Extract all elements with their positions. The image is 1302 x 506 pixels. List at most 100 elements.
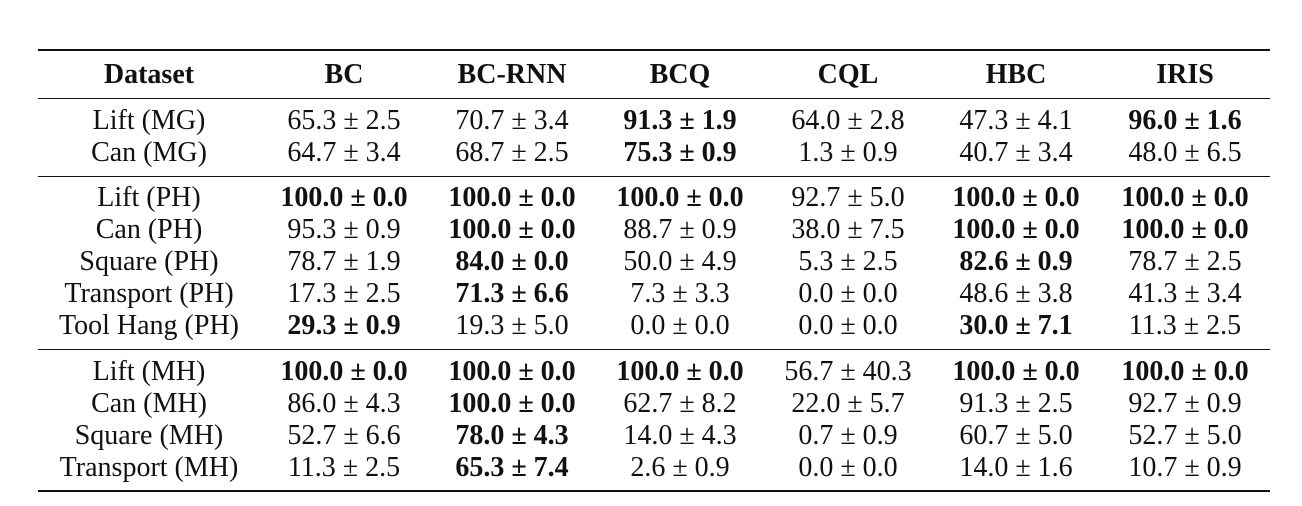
value-cell: 91.3 ± 2.5 xyxy=(959,388,1073,419)
value-cell: 1.3 ± 0.9 xyxy=(798,137,898,168)
table-row-group: Lift (MH) 100.0 ± 0.0 100.0 ± 0.0 100.0 ± 0… xyxy=(38,350,1270,492)
value-cell: 48.6 ± 3.8 xyxy=(959,278,1073,309)
table-row: Lift (MG) 65.3 ± 2.5 70.7 ± 3.4 91.3 ± 1.9 6… xyxy=(38,105,1270,137)
value-cell: 52.7 ± 6.6 xyxy=(287,420,401,451)
value-cell: 0.7 ± 0.9 xyxy=(798,420,898,451)
value-cell: 82.6 ± 0.9 xyxy=(959,246,1073,277)
table-row: Transport (MH) 11.3 ± 2.5 65.3 ± 7.4 2.6 ± … xyxy=(38,452,1270,484)
value-cell: 70.7 ± 3.4 xyxy=(455,105,569,136)
table-row: Square (MH) 52.7 ± 6.6 78.0 ± 4.3 14.0 ± 4.… xyxy=(38,420,1270,452)
value-cell: 86.0 ± 4.3 xyxy=(287,388,401,419)
dataset-cell: Transport (PH) xyxy=(64,278,234,309)
value-cell: 100.0 ± 0.0 xyxy=(1121,182,1249,213)
dataset-cell: Can (MH) xyxy=(91,388,207,419)
value-cell: 14.0 ± 4.3 xyxy=(623,420,737,451)
value-cell: 29.3 ± 0.9 xyxy=(287,310,401,341)
table-row: Can (MH) 86.0 ± 4.3 100.0 ± 0.0 62.7 ± 8.2 2… xyxy=(38,388,1270,420)
value-cell: 17.3 ± 2.5 xyxy=(287,278,401,309)
value-cell: 30.0 ± 7.1 xyxy=(959,310,1073,341)
dataset-cell: Square (MH) xyxy=(74,420,224,451)
value-cell: 100.0 ± 0.0 xyxy=(616,356,744,387)
value-cell: 0.0 ± 0.0 xyxy=(798,278,898,309)
value-cell: 48.0 ± 6.5 xyxy=(1128,137,1242,168)
value-cell: 19.3 ± 5.0 xyxy=(455,310,569,341)
value-cell: 100.0 ± 0.0 xyxy=(952,182,1080,213)
dataset-cell: Transport (MH) xyxy=(59,452,239,483)
value-cell: 0.0 ± 0.0 xyxy=(630,310,730,341)
table-header-row: Dataset BC BC-RNN BCQ CQL HBC IRIS xyxy=(38,51,1270,99)
value-cell: 68.7 ± 2.5 xyxy=(455,137,569,168)
value-cell: 100.0 ± 0.0 xyxy=(280,356,408,387)
method-column-header: CQL xyxy=(817,59,879,90)
value-cell: 52.7 ± 5.0 xyxy=(1128,420,1242,451)
table-row: Square (PH) 78.7 ± 1.9 84.0 ± 0.0 50.0 ± 4.… xyxy=(38,246,1270,278)
value-cell: 40.7 ± 3.4 xyxy=(959,137,1073,168)
value-cell: 84.0 ± 0.0 xyxy=(455,246,569,277)
dataset-cell: Can (PH) xyxy=(95,214,203,245)
value-cell: 47.3 ± 4.1 xyxy=(959,105,1073,136)
value-cell: 56.7 ± 40.3 xyxy=(784,356,912,387)
value-cell: 91.3 ± 1.9 xyxy=(623,105,737,136)
method-column-header: BCQ xyxy=(649,59,711,90)
value-cell: 100.0 ± 0.0 xyxy=(448,388,576,419)
value-cell: 95.3 ± 0.9 xyxy=(287,214,401,245)
table-row: Can (MG) 64.7 ± 3.4 68.7 ± 2.5 75.3 ± 0.9 1.… xyxy=(38,137,1270,169)
value-cell: 62.7 ± 8.2 xyxy=(623,388,737,419)
table-row: Transport (PH) 17.3 ± 2.5 71.3 ± 6.6 7.3 ± … xyxy=(38,278,1270,310)
value-cell: 78.7 ± 2.5 xyxy=(1128,246,1242,277)
value-cell: 100.0 ± 0.0 xyxy=(448,182,576,213)
table-row-group: Lift (MG) 65.3 ± 2.5 70.7 ± 3.4 91.3 ± 1.9 6… xyxy=(38,99,1270,177)
method-column-header: BC xyxy=(324,59,364,90)
value-cell: 10.7 ± 0.9 xyxy=(1128,452,1242,483)
dataset-column-header: Dataset xyxy=(103,59,195,90)
value-cell: 11.3 ± 2.5 xyxy=(1128,310,1242,341)
table-row: Lift (PH) 100.0 ± 0.0 100.0 ± 0.0 100.0 ± 0… xyxy=(38,182,1270,214)
value-cell: 50.0 ± 4.9 xyxy=(623,246,737,277)
dataset-cell: Can (MG) xyxy=(91,137,207,168)
value-cell: 41.3 ± 3.4 xyxy=(1128,278,1242,309)
value-cell: 22.0 ± 5.7 xyxy=(791,388,905,419)
dataset-cell: Lift (MH) xyxy=(92,356,206,387)
table-row: Lift (MH) 100.0 ± 0.0 100.0 ± 0.0 100.0 ± 0… xyxy=(38,356,1270,388)
method-column-header: HBC xyxy=(985,59,1047,90)
value-cell: 5.3 ± 2.5 xyxy=(798,246,898,277)
value-cell: 78.0 ± 4.3 xyxy=(455,420,569,451)
value-cell: 88.7 ± 0.9 xyxy=(623,214,737,245)
value-cell: 100.0 ± 0.0 xyxy=(448,214,576,245)
value-cell: 100.0 ± 0.0 xyxy=(448,356,576,387)
value-cell: 92.7 ± 0.9 xyxy=(1128,388,1242,419)
method-column-header: BC-RNN xyxy=(457,59,567,90)
value-cell: 100.0 ± 0.0 xyxy=(1121,214,1249,245)
value-cell: 65.3 ± 2.5 xyxy=(287,105,401,136)
value-cell: 100.0 ± 0.0 xyxy=(616,182,744,213)
value-cell: 65.3 ± 7.4 xyxy=(455,452,569,483)
value-cell: 7.3 ± 3.3 xyxy=(630,278,730,309)
table-row-group: Lift (PH) 100.0 ± 0.0 100.0 ± 0.0 100.0 ± 0… xyxy=(38,177,1270,350)
value-cell: 78.7 ± 1.9 xyxy=(287,246,401,277)
value-cell: 0.0 ± 0.0 xyxy=(798,310,898,341)
value-cell: 64.7 ± 3.4 xyxy=(287,137,401,168)
value-cell: 75.3 ± 0.9 xyxy=(623,137,737,168)
value-cell: 100.0 ± 0.0 xyxy=(280,182,408,213)
table-row: Can (PH) 95.3 ± 0.9 100.0 ± 0.0 88.7 ± 0.9 3… xyxy=(38,214,1270,246)
value-cell: 92.7 ± 5.0 xyxy=(791,182,905,213)
value-cell: 96.0 ± 1.6 xyxy=(1128,105,1242,136)
table-row: Tool Hang (PH) 29.3 ± 0.9 19.3 ± 5.0 0.0 ± … xyxy=(38,310,1270,342)
value-cell: 11.3 ± 2.5 xyxy=(287,452,401,483)
value-cell: 2.6 ± 0.9 xyxy=(630,452,730,483)
value-cell: 60.7 ± 5.0 xyxy=(959,420,1073,451)
dataset-cell: Lift (MG) xyxy=(92,105,206,136)
results-table: Dataset BC BC-RNN BCQ CQL HBC IRIS Lift (MG) 65.… xyxy=(38,49,1270,492)
dataset-cell: Square (PH) xyxy=(79,246,219,277)
value-cell: 38.0 ± 7.5 xyxy=(791,214,905,245)
value-cell: 100.0 ± 0.0 xyxy=(1121,356,1249,387)
value-cell: 71.3 ± 6.6 xyxy=(455,278,569,309)
dataset-cell: Lift (PH) xyxy=(97,182,201,213)
value-cell: 0.0 ± 0.0 xyxy=(798,452,898,483)
value-cell: 14.0 ± 1.6 xyxy=(959,452,1073,483)
value-cell: 64.0 ± 2.8 xyxy=(791,105,905,136)
value-cell: 100.0 ± 0.0 xyxy=(952,214,1080,245)
method-column-header: IRIS xyxy=(1156,59,1214,90)
dataset-cell: Tool Hang (PH) xyxy=(58,310,240,341)
value-cell: 100.0 ± 0.0 xyxy=(952,356,1080,387)
